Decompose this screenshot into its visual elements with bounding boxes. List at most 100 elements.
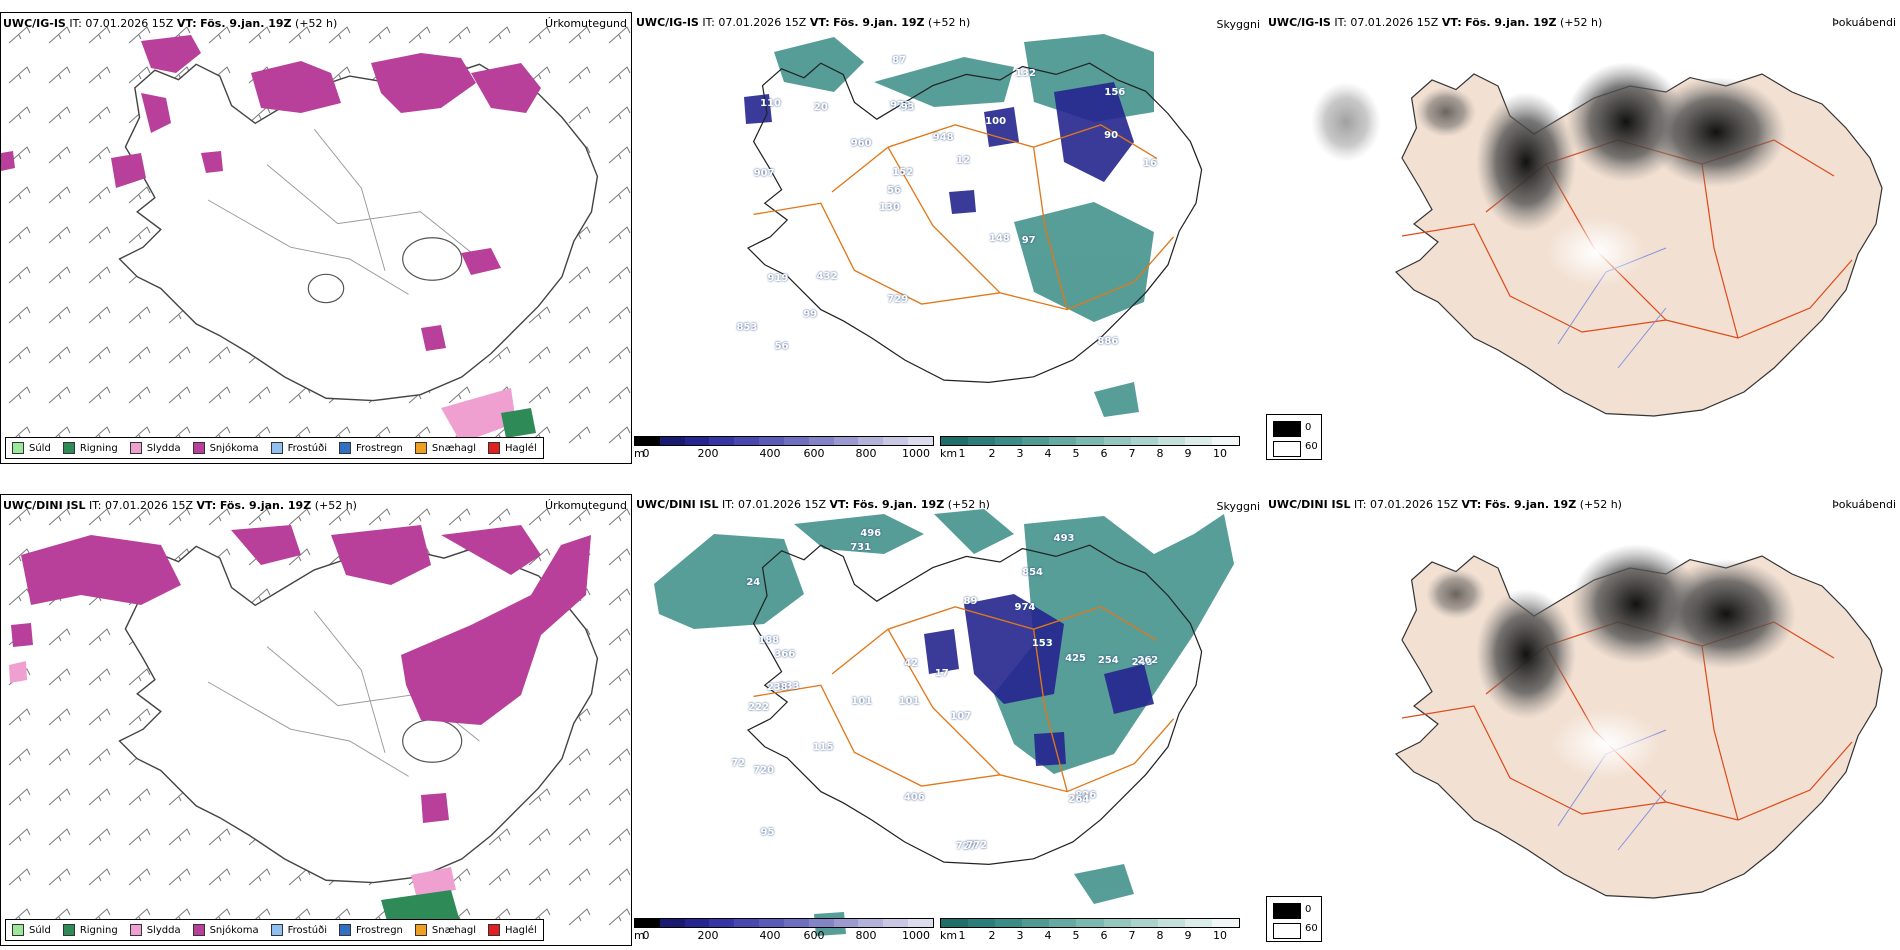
colorbar-cell (659, 437, 685, 445)
colorbar-cell (1049, 919, 1077, 927)
legend-item: Frostregn (339, 924, 403, 936)
height-label: 56 (774, 341, 789, 353)
fog-legend-swatch-high (1273, 903, 1301, 919)
height-label: 99 (803, 308, 818, 320)
colorbar-cell (659, 919, 685, 927)
header-bottom-fog: UWC/DINI ISL IT: 07.01.2026 15Z VT: Fös.… (1268, 498, 1622, 511)
precip-title-bottom: Úrkomutegund (545, 499, 627, 512)
fog-legend-high: 0 (1305, 422, 1312, 433)
visibility-tick: 6 (1100, 447, 1108, 460)
colorbar-cell (1157, 437, 1185, 445)
colorbar-cell (783, 919, 809, 927)
legend-swatch (129, 924, 142, 936)
ceiling-tick: 800 (855, 447, 877, 460)
ceiling-tick: 200 (697, 447, 719, 460)
colorbar-cell (995, 437, 1023, 445)
visibility-tick: 1 (958, 929, 966, 942)
legend-item: Slydda (129, 442, 181, 454)
height-label: 731 (850, 542, 872, 554)
height-label: 496 (860, 528, 882, 540)
height-label: 56 (887, 184, 901, 196)
visibility-tick: 3 (1016, 447, 1024, 460)
legend-label: Snæhagl (431, 442, 477, 454)
colorbar-cell (858, 437, 884, 445)
precip-type-panel-bottom: UWC/DINI ISL IT: 07.01.2026 15Z VT: Fös.… (0, 494, 632, 946)
fog-title-top: Þokuábendi (1832, 16, 1896, 29)
colorbar-cell (908, 437, 933, 445)
legend-swatch (414, 442, 427, 454)
colorbar-cell (808, 919, 834, 927)
legend-swatch (129, 442, 142, 454)
height-label: 886 (1097, 336, 1119, 348)
visibility-strip (940, 918, 1240, 928)
fog-legend-high: 0 (1305, 904, 1312, 915)
cloud-panel-bottom: UWC/DINI ISL IT: 07.01.2026 15Z VT: Fös.… (634, 494, 1264, 946)
legend-label: Snjókoma (209, 924, 259, 936)
legend-swatch (62, 442, 75, 454)
legend-item: Rigning (62, 924, 118, 936)
visibility-strip (940, 436, 1240, 446)
height-label: 960 (850, 138, 872, 150)
ceiling-colorbar-bottom: m 0 200 400 600 800 1000 (634, 918, 934, 944)
colorbar-cell (1211, 437, 1240, 445)
height-label: 238 (766, 681, 788, 693)
cloud-map-bottom (654, 509, 1234, 936)
height-label: 854 (1022, 567, 1043, 579)
fog-panel-top: UWC/IG-IS IT: 07.01.2026 15Z VT: Fös. 9.… (1266, 12, 1900, 464)
height-label: 907 (753, 168, 775, 180)
snow-areas-bottom (11, 525, 591, 823)
colorbar-cell (734, 919, 760, 927)
height-label: 248 (1131, 657, 1153, 669)
height-label: 132 (1015, 68, 1036, 80)
fog-map-top (1311, 62, 1883, 417)
legend-item: Frostregn (339, 442, 403, 454)
height-label: 152 (892, 166, 914, 178)
legend-item: Snæhagl (414, 442, 477, 454)
height-label: 425 (1065, 653, 1086, 664)
legend-swatch (192, 924, 205, 936)
height-label: 153 (1031, 638, 1053, 650)
ceiling-unit: m (634, 447, 645, 460)
colorbar-cell (1049, 437, 1077, 445)
ceiling-tick: 400 (759, 929, 781, 942)
height-label: 772 (966, 840, 988, 852)
visibility-tick: 10 (1213, 929, 1227, 942)
colorbar-cell (1130, 919, 1158, 927)
visibility-unit: km (940, 447, 958, 460)
colorbar-cell (1103, 437, 1131, 445)
legend-label: Súld (29, 924, 51, 936)
colorbar-cell (941, 437, 969, 445)
legend-label: Frostregn (356, 442, 403, 454)
legend-label: Rigning (79, 924, 118, 936)
colorbar-cell (883, 919, 909, 927)
fog-legend-swatch-high (1273, 421, 1301, 437)
height-label: 222 (748, 702, 769, 714)
legend-item: Slydda (129, 924, 181, 936)
visibility-tick: 7 (1128, 929, 1136, 942)
legend-swatch (192, 442, 205, 454)
height-label: 97 (1021, 234, 1036, 246)
legend-swatch (62, 924, 75, 936)
colorbar-cell (759, 919, 784, 927)
height-label: 973 (890, 100, 912, 112)
legend-item: Haglél (488, 924, 537, 936)
legend-label: Haglél (505, 442, 537, 454)
height-label: 156 (1104, 86, 1126, 98)
colorbar-cell (1157, 919, 1185, 927)
cloud-map-top (744, 34, 1203, 417)
visibility-tick: 4 (1044, 447, 1052, 460)
colorbar-cell (833, 437, 859, 445)
precip-legend-top: Súld Rigning Slydda Snjókoma Frostúði Fr… (5, 437, 544, 459)
ceiling-strip (634, 436, 934, 446)
cloud-title-bottom: Skyggni (1216, 500, 1260, 513)
legend-swatch (270, 442, 283, 454)
legend-swatch (270, 924, 283, 936)
ceiling-tick: 600 (803, 929, 825, 942)
height-label: 110 (760, 97, 781, 109)
header-top-fog: UWC/IG-IS IT: 07.01.2026 15Z VT: Fös. 9.… (1268, 16, 1603, 29)
colorbar-cell (734, 437, 760, 445)
snow-areas-top (1, 35, 541, 351)
ceiling-tick: 200 (697, 929, 719, 942)
visibility-tick: 7 (1128, 447, 1136, 460)
visibility-tick: 9 (1184, 929, 1192, 942)
